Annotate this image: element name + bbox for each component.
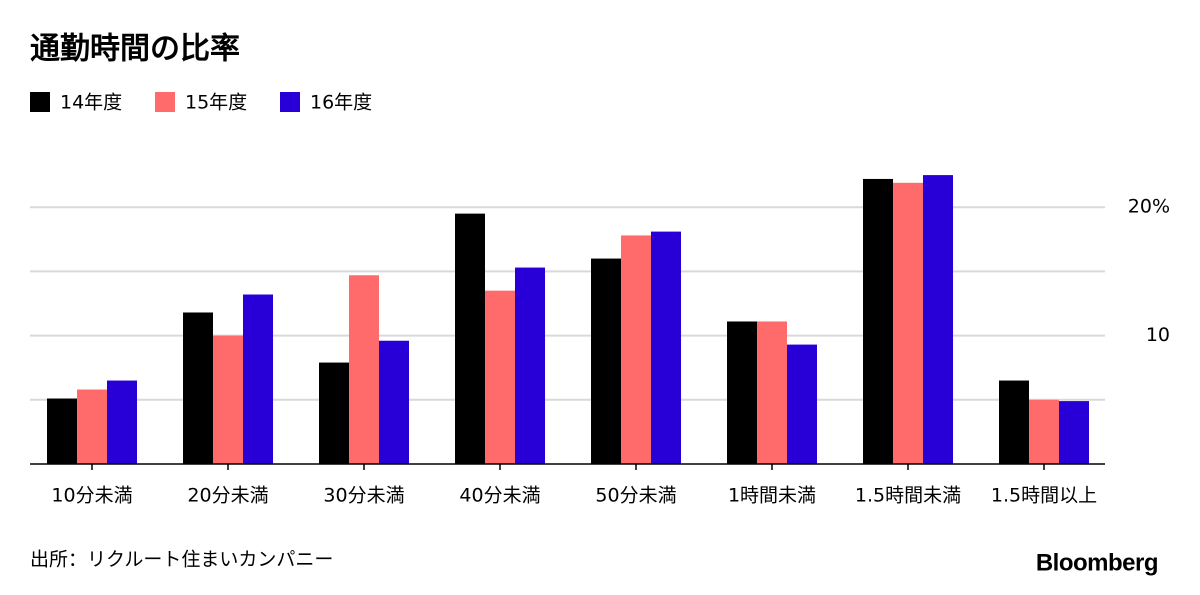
x-tick-label: 30分未満 [323, 485, 404, 507]
x-tick-label: 1.5時間未満 [855, 485, 961, 507]
legend-label: 14年度 [60, 92, 122, 114]
chart-title: 通勤時間の比率 [30, 32, 240, 67]
y-tick-label: 20% [1128, 196, 1170, 218]
bar [349, 275, 379, 464]
bar [1029, 399, 1059, 464]
bar [863, 178, 893, 464]
bar [893, 182, 923, 464]
bar [1059, 401, 1089, 464]
bar [787, 344, 817, 464]
y-tick-label: 10 [1146, 324, 1170, 346]
bar [455, 213, 485, 464]
bar [515, 267, 545, 464]
bar [621, 235, 651, 464]
bar [727, 321, 757, 464]
x-tick-label: 40分未満 [459, 485, 540, 507]
x-tick-label: 20分未満 [187, 485, 268, 507]
bar [107, 380, 137, 464]
legend-swatch [30, 92, 50, 112]
bar [213, 335, 243, 464]
bar [757, 321, 787, 464]
x-tick-label: 50分未満 [595, 485, 676, 507]
bar [243, 294, 273, 464]
x-tick-label: 10分未満 [51, 485, 132, 507]
source-note: 出所：リクルート住まいカンパニー [30, 549, 333, 571]
x-tick-label: 1時間未満 [728, 485, 816, 507]
bar [47, 398, 77, 464]
legend-label: 15年度 [185, 92, 247, 114]
bar [485, 290, 515, 464]
bar [379, 340, 409, 464]
x-tick-label: 1.5時間以上 [991, 485, 1097, 507]
bar [183, 312, 213, 464]
bar [591, 258, 621, 464]
legend-swatch [280, 92, 300, 112]
bar [319, 362, 349, 464]
bar [651, 231, 681, 464]
legend-label: 16年度 [310, 92, 372, 114]
legend-swatch [155, 92, 175, 112]
bar [77, 389, 107, 464]
bar [999, 380, 1029, 464]
bar [923, 175, 953, 464]
credit: Bloomberg [1036, 549, 1158, 576]
